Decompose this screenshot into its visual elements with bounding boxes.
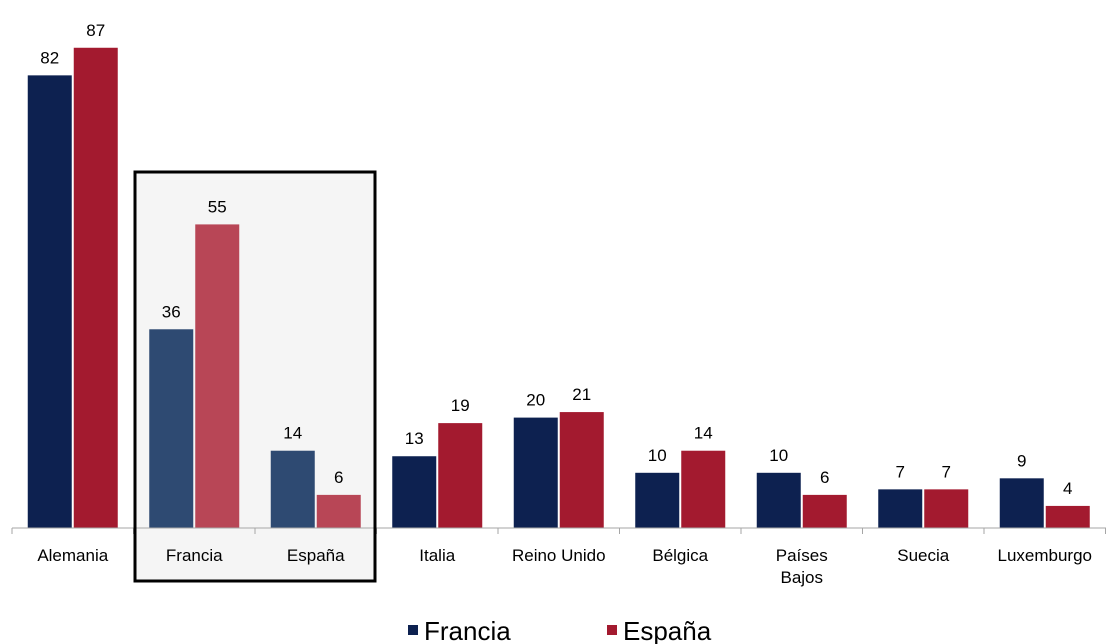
data-label-francia-alemania: 82 <box>40 48 59 67</box>
bar-francia-alemania <box>27 75 72 529</box>
category-label-suecia: Suecia <box>897 546 950 565</box>
data-label-espana-luxemburgo: 4 <box>1063 479 1072 498</box>
data-label-espana-alemania: 87 <box>86 21 105 40</box>
data-label-espana-italia: 19 <box>451 396 470 415</box>
legend: Francia España <box>408 616 712 644</box>
bar-francia-reino-unido <box>513 417 558 528</box>
bar-francia-suecia <box>878 489 923 528</box>
bar-espana-suecia <box>924 489 969 528</box>
legend-label-espana: España <box>623 616 712 644</box>
bars-layer <box>27 47 1090 529</box>
category-label-paises-bajos: Países Bajos <box>776 546 828 587</box>
data-label-espana-belgica: 14 <box>694 424 713 443</box>
legend-label-francia: Francia <box>424 616 511 644</box>
data-label-francia-espana: 14 <box>283 424 302 443</box>
data-label-espana-suecia: 7 <box>942 462 951 481</box>
category-label-luxemburgo: Luxemburgo <box>997 546 1092 565</box>
data-labels-layer: 82 87 36 55 14 6 13 19 20 21 10 14 10 6 7 7 9 4 <box>40 21 1072 498</box>
data-label-francia-luxemburgo: 9 <box>1017 451 1026 470</box>
data-label-espana-paises-bajos: 6 <box>820 468 829 487</box>
bar-espana-belgica <box>681 450 726 528</box>
highlight-box <box>133 170 377 583</box>
bar-espana-paises-bajos <box>802 494 847 528</box>
bar-espana-italia <box>438 423 483 528</box>
data-label-francia-paises-bajos: 10 <box>769 446 788 465</box>
data-label-francia-francia: 36 <box>162 302 181 321</box>
bar-francia-francia <box>149 329 194 528</box>
data-label-espana-espana: 6 <box>334 468 343 487</box>
bar-espana-francia <box>195 224 240 528</box>
bar-espana-alemania <box>73 47 118 528</box>
legend-swatch-espana <box>607 625 617 635</box>
bar-francia-espana <box>270 450 315 528</box>
bar-espana-reino-unido <box>559 412 604 528</box>
data-label-francia-italia: 13 <box>405 429 424 448</box>
category-labels-layer: Alemania Francia España Italia Reino Unido Bé… <box>37 546 1092 587</box>
category-label-francia: Francia <box>166 546 223 565</box>
category-label-espana: España <box>287 546 345 565</box>
category-label-reino-unido: Reino Unido <box>512 546 606 565</box>
legend-swatch-francia <box>408 625 418 635</box>
data-label-espana-reino-unido: 21 <box>572 385 591 404</box>
data-label-francia-belgica: 10 <box>648 446 667 465</box>
bar-espana-espana <box>316 494 361 528</box>
bar-francia-belgica <box>635 472 680 528</box>
category-label-belgica: Bélgica <box>652 546 708 565</box>
bar-francia-paises-bajos <box>756 472 801 528</box>
bar-espana-luxemburgo <box>1045 505 1090 528</box>
bar-francia-italia <box>392 456 437 528</box>
data-label-francia-reino-unido: 20 <box>526 391 545 410</box>
category-label-italia: Italia <box>419 546 455 565</box>
bar-francia-luxemburgo <box>999 478 1044 528</box>
category-label-alemania: Alemania <box>37 546 108 565</box>
data-label-espana-francia: 55 <box>208 197 227 216</box>
data-label-francia-suecia: 7 <box>896 462 905 481</box>
